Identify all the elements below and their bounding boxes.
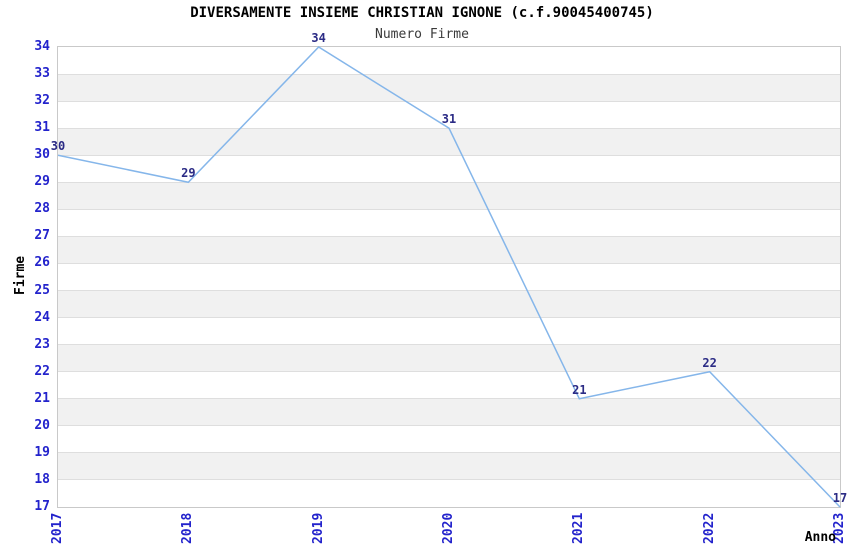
gridline [58, 371, 840, 373]
y-tick-label: 32 [34, 93, 50, 109]
gridline [58, 290, 840, 292]
chart-title: DIVERSAMENTE INSIEME CHRISTIAN IGNONE (c… [190, 5, 654, 21]
data-point-label: 29 [181, 166, 196, 181]
y-tick-label: 20 [34, 417, 50, 433]
grid-stripe [58, 452, 840, 480]
x-tick-label: 2022 [701, 512, 717, 544]
y-axis-label: Firme [13, 255, 28, 295]
grid-stripe [58, 236, 840, 264]
y-tick-label: 26 [34, 255, 50, 271]
line-series-svg [57, 46, 841, 508]
x-tick-label: 2017 [50, 512, 65, 544]
gridline [58, 235, 840, 237]
y-tick-label: 24 [34, 309, 50, 325]
grid-stripe [58, 182, 840, 210]
grid-stripe [58, 128, 840, 156]
gridline [58, 479, 840, 481]
y-tick-label: 28 [34, 201, 50, 217]
gridline [58, 452, 840, 454]
y-tick-label: 19 [34, 444, 50, 460]
gridline [58, 398, 840, 400]
y-tick-label: 31 [34, 120, 50, 136]
plot-area [57, 46, 841, 508]
grid-stripe [58, 344, 840, 372]
gridline [58, 100, 840, 102]
gridline [58, 262, 840, 264]
gridline [58, 154, 840, 156]
data-point-label: 31 [441, 112, 457, 127]
gridline [58, 317, 840, 319]
data-point-label: 17 [832, 491, 848, 505]
x-tick-label: 2021 [571, 512, 587, 544]
y-tick-label: 27 [34, 228, 50, 244]
y-tick-label: 23 [34, 336, 50, 352]
series-polyline [57, 46, 841, 508]
data-point-label: 30 [50, 139, 66, 154]
gridline [58, 425, 840, 427]
grid-stripe [58, 398, 840, 426]
gridline [58, 73, 840, 75]
gridline [58, 208, 840, 210]
y-tick-label: 21 [34, 390, 50, 406]
y-tick-label: 17 [34, 499, 50, 514]
grid-stripe [58, 74, 840, 102]
data-point-label: 22 [702, 355, 717, 370]
y-tick-label: 33 [34, 66, 50, 82]
y-tick-label: 22 [34, 363, 50, 379]
x-tick-label: 2020 [441, 512, 456, 544]
x-axis-label: Anno [804, 530, 836, 545]
y-tick-label: 25 [34, 282, 50, 298]
y-tick-label: 18 [34, 471, 50, 487]
x-tick-label: 2018 [180, 512, 196, 544]
chart-subtitle: Numero Firme [375, 27, 469, 42]
gridline [58, 344, 840, 346]
y-tick-label: 34 [34, 39, 50, 54]
data-point-label: 21 [572, 382, 587, 397]
x-tick-label: 2019 [310, 512, 326, 544]
y-tick-label: 30 [34, 147, 50, 163]
gridline [58, 181, 840, 183]
grid-stripe [58, 290, 840, 318]
data-point-label: 34 [311, 31, 326, 45]
y-tick-label: 29 [34, 174, 50, 190]
